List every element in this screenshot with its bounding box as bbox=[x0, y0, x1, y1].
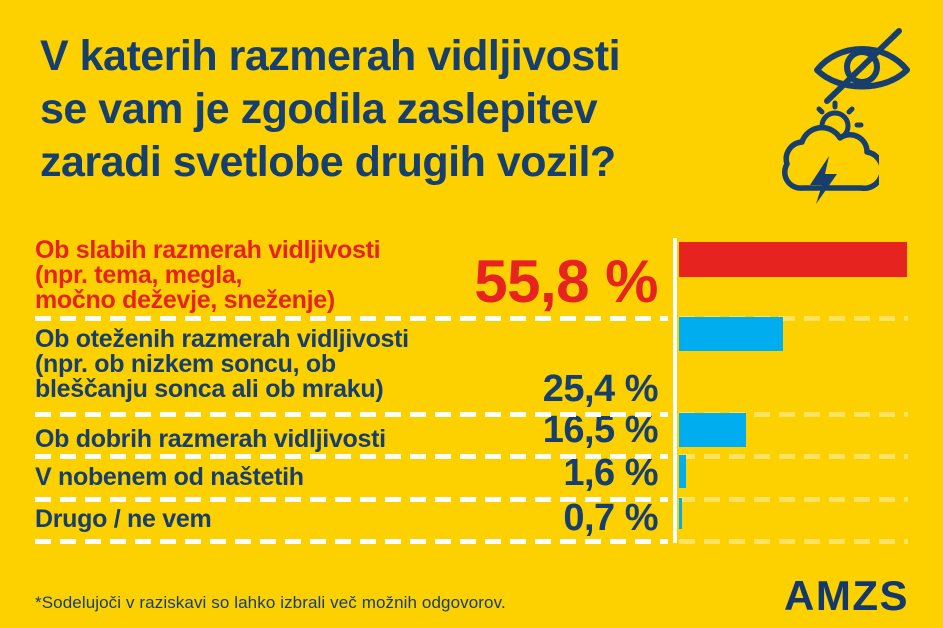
visibility-off-icon bbox=[812, 26, 912, 111]
bar-drugo bbox=[679, 498, 682, 529]
value-label: 25,4 % bbox=[542, 368, 659, 410]
chart-row: V nobenem od naštetih 1,6 % bbox=[0, 452, 943, 499]
category-label: V nobenem od naštetih bbox=[35, 463, 304, 491]
chart-row: Ob oteženih razmerah vidljivosti (npr. o… bbox=[0, 318, 943, 414]
title-line: zaradi svetlobe drugih vozil? bbox=[40, 138, 616, 186]
category-label: Ob dobrih razmerah vidljivosti bbox=[35, 425, 386, 453]
bar-otezene-razmere bbox=[679, 317, 783, 351]
page-title: V katerih razmerah vidljivosti se vam je… bbox=[40, 30, 621, 189]
category-label: Ob oteženih razmerah vidljivosti (npr. o… bbox=[35, 325, 409, 403]
footnote: *Sodelujoči v raziskavi so lahko izbrali… bbox=[35, 593, 506, 612]
category-label: Drugo / ne vem bbox=[35, 505, 212, 533]
chart-row: Ob dobrih razmerah vidljivosti 16,5 % bbox=[0, 409, 943, 457]
title-line: V katerih razmerah vidljivosti bbox=[40, 32, 621, 80]
bar-dobre-razmere bbox=[679, 413, 746, 447]
bar-v-nobenem bbox=[679, 455, 686, 488]
value-label: 1,6 % bbox=[563, 452, 658, 494]
title-line: se vam je zgodila zaslepitev bbox=[40, 85, 598, 133]
value-label: 0,7 % bbox=[563, 497, 658, 539]
value-label: 16,5 % bbox=[542, 409, 659, 451]
storm-cloud-sun-icon bbox=[775, 100, 885, 209]
chart-row: Drugo / ne vem 0,7 % bbox=[0, 499, 943, 541]
amzs-logo: AMZS bbox=[784, 572, 909, 619]
category-label: Ob slabih razmerah vidljivosti (npr. tem… bbox=[35, 236, 381, 314]
chart-axis bbox=[673, 238, 677, 543]
bar-slabe-razmere bbox=[679, 242, 907, 277]
value-label: 55,8 % bbox=[474, 248, 658, 315]
chart-row: Ob slabih razmerah vidljivosti (npr. tem… bbox=[0, 236, 943, 318]
